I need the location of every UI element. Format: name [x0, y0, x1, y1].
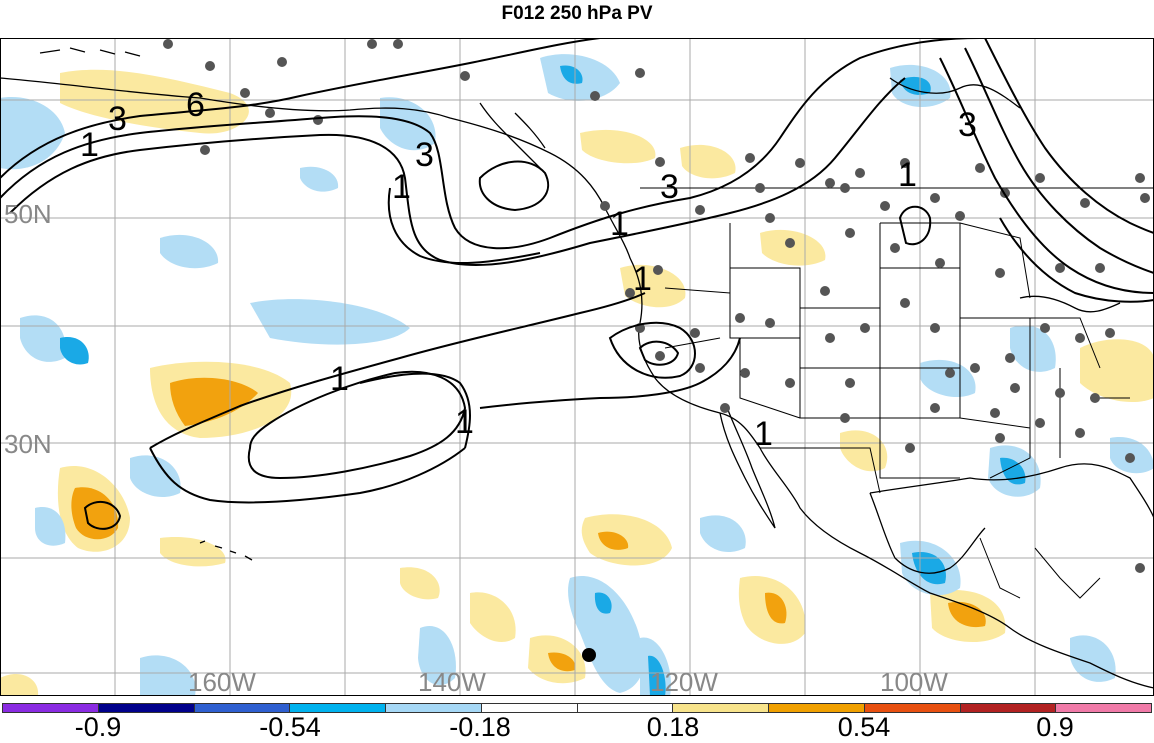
lon-label-120w: 120W [650, 667, 718, 696]
contour-label: 3 [415, 136, 434, 174]
lat-label-50n: 50N [4, 199, 52, 229]
colorbar-segment [386, 704, 482, 712]
contour-labels: 1 3 6 1 3 1 3 1 1 1 3 1 1 [80, 86, 977, 453]
contour-label: 1 [633, 260, 652, 298]
colorbar-tick-label: -0.18 [449, 712, 511, 742]
colorbar: -0.9 -0.54 -0.18 0.18 0.54 0.9 [0, 703, 1154, 742]
map-canvas: 1 3 6 1 3 1 3 1 1 1 3 1 1 50N 30N 160W 1… [0, 38, 1154, 696]
contour-label: 1 [754, 415, 773, 453]
pv-contours [0, 38, 1154, 530]
grid-labels: 50N 30N 160W 140W 120W 100W [4, 199, 948, 696]
colorbar-segment [577, 704, 674, 712]
colorbar-segment [1056, 704, 1151, 712]
colorbar-tick-label: 0.9 [1036, 712, 1074, 742]
contour-label: 1 [330, 360, 349, 398]
colorbar-segment [673, 704, 769, 712]
colorbar-segment [769, 704, 865, 712]
contour-label: 1 [455, 403, 474, 441]
colorbar-segment [3, 704, 99, 712]
highlight-point-marker [582, 648, 596, 662]
pv-map: 1 3 6 1 3 1 3 1 1 1 3 1 1 50N 30N 160W 1… [0, 38, 1154, 696]
lon-label-100w: 100W [880, 667, 948, 696]
pv-shading [0, 54, 1154, 696]
colorbar-segment [960, 704, 1057, 712]
contour-label: 1 [392, 168, 411, 206]
lon-label-160w: 160W [188, 667, 256, 696]
colorbar-segment [481, 704, 578, 712]
colorbar-segment [290, 704, 386, 712]
graticule [0, 38, 1154, 696]
colorbar-tick-label: -0.9 [74, 712, 122, 742]
contour-label: 3 [660, 168, 679, 206]
colorbar-segment [98, 704, 195, 712]
contour-label: 1 [898, 156, 917, 194]
colorbar-tick-label: 0.54 [837, 712, 891, 742]
colorbar-segment [194, 704, 291, 712]
colorbar-tick-label: 0.18 [646, 712, 700, 742]
map-title: F012 250 hPa PV [501, 3, 653, 24]
contour-label: 1 [610, 205, 629, 243]
colorbar-strip [2, 703, 1152, 713]
contour-label: 3 [108, 100, 127, 138]
lat-label-30n: 30N [4, 429, 52, 459]
colorbar-tick-label: -0.54 [259, 712, 321, 742]
colorbar-segment [864, 704, 961, 712]
station-dots [163, 39, 1150, 573]
contour-label: 6 [186, 86, 205, 124]
lon-label-140w: 140W [418, 667, 486, 696]
contour-label: 3 [958, 106, 977, 144]
contour-label: 1 [80, 126, 99, 164]
political-borders [640, 187, 1154, 599]
